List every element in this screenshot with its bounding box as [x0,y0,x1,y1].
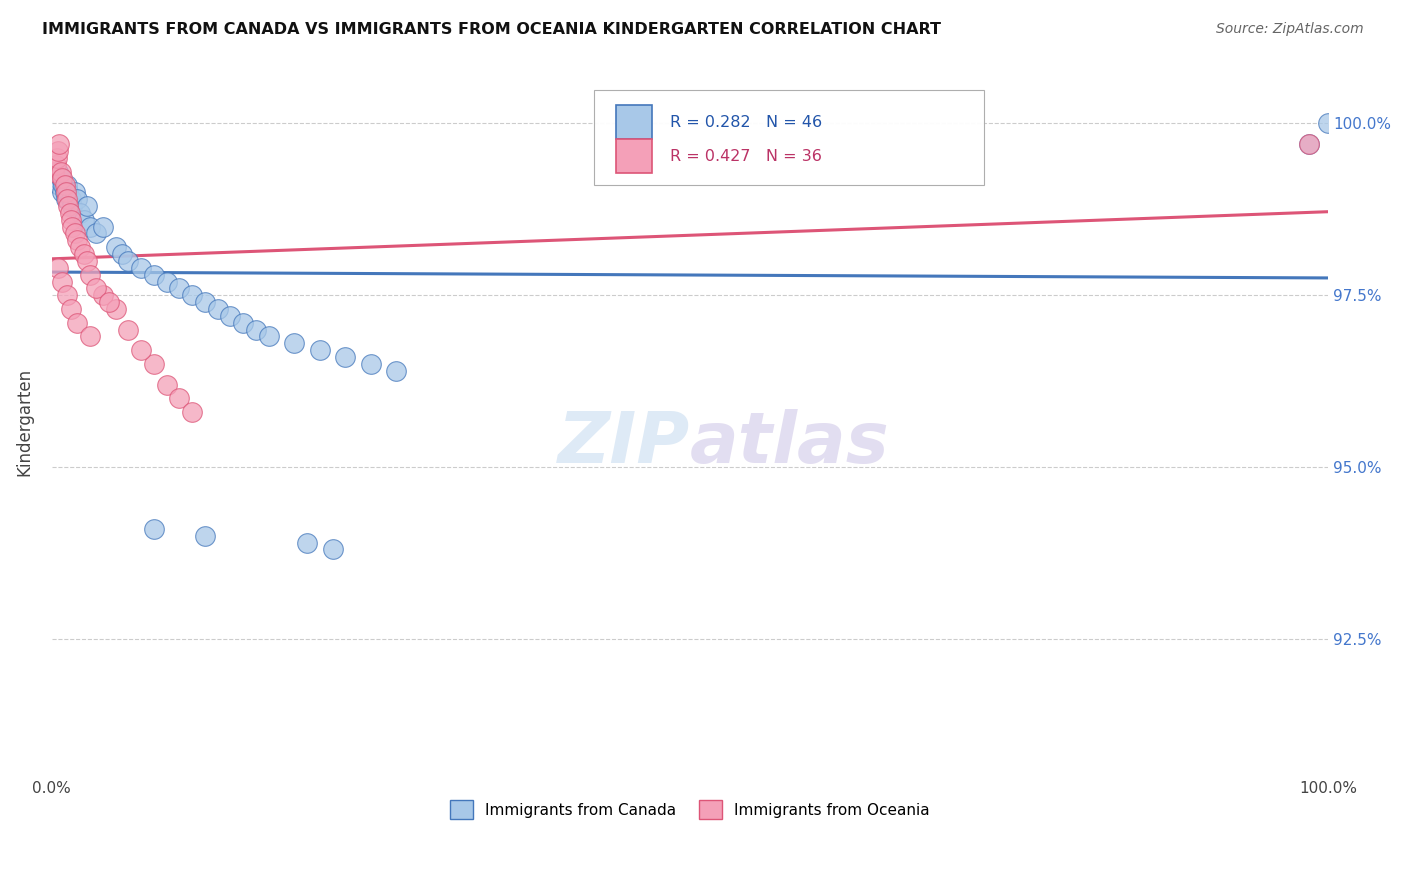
Point [73,247,96,261]
Point [86,281,108,295]
Point [69,240,91,254]
Point [58,199,80,213]
Point [60,219,83,234]
Point [98,295,121,310]
Point [63,185,86,199]
Point [45,158,67,172]
Point [66,233,89,247]
Point [245,323,267,337]
Point [58,185,80,199]
Point [1317,116,1340,130]
Point [335,350,357,364]
Point [51,275,73,289]
Point [219,309,242,323]
Point [56,288,79,302]
Text: R = 0.427   N = 36: R = 0.427 N = 36 [669,149,821,164]
Text: atlas: atlas [690,409,890,478]
Point [86,227,108,241]
Point [79,268,101,282]
Point [53,185,76,199]
Point [117,253,139,268]
Point [360,357,382,371]
Point [46,260,69,275]
Point [45,171,67,186]
Point [59,206,82,220]
Point [194,295,217,310]
Text: R = 0.282   N = 46: R = 0.282 N = 46 [669,115,821,130]
Point [181,405,204,419]
Y-axis label: Kindergarten: Kindergarten [15,368,32,476]
Point [79,219,101,234]
Point [53,178,76,193]
Point [55,192,77,206]
Point [56,192,79,206]
Point [66,316,89,330]
Point [66,192,89,206]
Point [91,219,114,234]
Point [142,268,165,282]
Point [169,281,191,295]
Point [76,253,98,268]
Point [91,288,114,302]
Point [194,529,217,543]
Point [46,164,69,178]
Point [308,343,330,358]
Point [104,301,127,316]
Point [169,392,191,406]
Point [1298,137,1320,152]
Point [156,275,179,289]
Point [55,185,77,199]
Point [1298,137,1320,152]
Point [52,178,75,193]
Point [51,171,73,186]
FancyBboxPatch shape [616,139,651,173]
Point [181,288,204,302]
Legend: Immigrants from Canada, Immigrants from Oceania: Immigrants from Canada, Immigrants from … [444,794,936,825]
Point [44,164,66,178]
Point [79,329,101,343]
Text: IMMIGRANTS FROM CANADA VS IMMIGRANTS FROM OCEANIA KINDERGARTEN CORRELATION CHART: IMMIGRANTS FROM CANADA VS IMMIGRANTS FRO… [42,22,941,37]
FancyBboxPatch shape [595,90,984,186]
Point [60,199,83,213]
Point [45,151,67,165]
Point [76,199,98,213]
Point [257,329,280,343]
Point [283,336,305,351]
Point [232,316,254,330]
Point [49,164,72,178]
Point [385,364,408,378]
Point [207,301,229,316]
Point [46,144,69,158]
Point [156,377,179,392]
Point [129,343,152,358]
Point [104,240,127,254]
Point [48,137,70,152]
Point [142,357,165,371]
Text: ZIP: ZIP [558,409,690,478]
Point [59,212,82,227]
Point [63,227,86,241]
Point [142,522,165,536]
Point [111,247,134,261]
Point [48,178,70,193]
Point [69,206,91,220]
Point [129,260,152,275]
Text: Source: ZipAtlas.com: Source: ZipAtlas.com [1216,22,1364,37]
Point [73,212,96,227]
Point [59,192,82,206]
Point [56,178,79,193]
Point [322,542,344,557]
Point [49,171,72,186]
Point [59,301,82,316]
FancyBboxPatch shape [616,105,651,139]
Point [295,535,318,549]
Point [117,323,139,337]
Point [51,185,73,199]
